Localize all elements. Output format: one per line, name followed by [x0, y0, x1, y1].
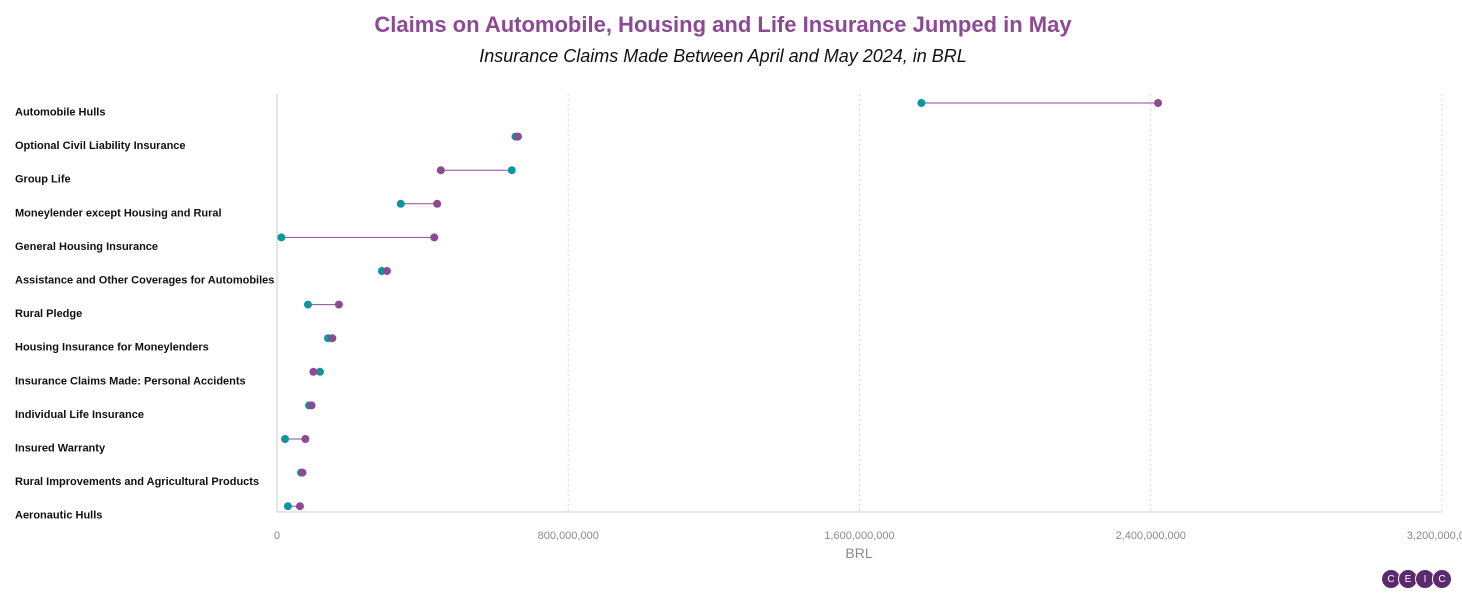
series-b-point	[514, 132, 523, 141]
series-b-point	[334, 300, 343, 309]
x-axis-title: BRL	[845, 545, 872, 561]
category-labels: Automobile Hulls Optional Civil Liability…	[15, 107, 274, 522]
category-label: Rural Pledge	[15, 308, 82, 320]
category-label: Aeronautic Hulls	[15, 510, 102, 522]
series-b-point	[295, 502, 304, 511]
category-label: General Housing Insurance	[15, 241, 158, 253]
series-b-point	[1154, 99, 1163, 107]
series-a-point	[283, 502, 292, 511]
chart-title: Claims on Automobile, Housing and Life I…	[374, 12, 1072, 37]
series-a-point	[396, 199, 405, 208]
series-b-point	[433, 199, 442, 208]
ceic-logo: C E I C	[1381, 569, 1452, 589]
series-a-point	[281, 435, 290, 443]
grid-lines	[567, 94, 1443, 512]
series-b-point	[298, 468, 307, 477]
category-label: Insurance Claims Made: Personal Accident…	[15, 375, 246, 387]
series-b-point	[436, 166, 445, 175]
series-b-point	[430, 233, 439, 242]
logo-letter: C	[1381, 569, 1401, 589]
x-tick-label: 3,200,000,000	[1407, 530, 1462, 542]
x-tick-label: 800,000,000	[538, 530, 599, 542]
series-b-point	[382, 267, 391, 275]
series-a-point	[303, 300, 312, 309]
category-label: Optional Civil Liability Insurance	[15, 140, 186, 152]
series-b-point	[307, 401, 316, 410]
series-b-point	[309, 367, 318, 376]
category-label: Assistance and Other Coverages for Autom…	[15, 275, 274, 287]
x-tick-label: 0	[274, 530, 280, 542]
chart-subtitle: Insurance Claims Made Between April and …	[479, 46, 967, 66]
tick-labels: 0 800,000,000 1,600,000,000 2,400,000,000 3,…	[274, 530, 1462, 542]
logo-letter: I	[1415, 569, 1435, 589]
category-label: Insured Warranty	[15, 443, 106, 455]
category-label: Automobile Hulls	[15, 107, 105, 119]
x-tick-label: 2,400,000,000	[1116, 530, 1186, 542]
data-marks	[277, 99, 1163, 511]
series-b-point	[301, 435, 310, 443]
category-label: Housing Insurance for Moneylenders	[15, 342, 209, 354]
series-a-point	[277, 233, 286, 242]
category-label: Moneylender except Housing and Rural	[15, 207, 222, 219]
category-label: Group Life	[15, 174, 71, 186]
axes	[276, 94, 1442, 513]
category-label: Individual Life Insurance	[15, 409, 144, 421]
category-label: Rural Improvements and Agricultural Prod…	[15, 476, 259, 488]
x-tick-label: 1,600,000,000	[824, 530, 894, 542]
logo-letter: E	[1398, 569, 1418, 589]
series-a-point	[315, 367, 324, 376]
series-a-point	[507, 166, 516, 175]
series-b-point	[328, 334, 337, 343]
series-a-point	[917, 99, 926, 107]
logo-letter: C	[1432, 569, 1452, 589]
